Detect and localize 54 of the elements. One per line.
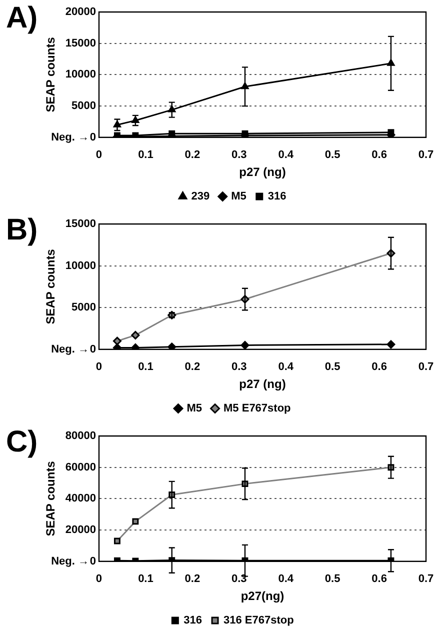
y-tick-label: 20000: [65, 6, 96, 18]
x-axis-title: p27(ng): [240, 589, 284, 604]
y-tick-label: 80000: [65, 430, 96, 442]
x-axis-title: p27 (ng): [239, 165, 286, 180]
legend-label: 316 E767stop: [224, 614, 294, 627]
x-tick-label: 0.4: [278, 149, 294, 162]
legend-label: M5 E767stop: [224, 402, 292, 415]
y-tick-label: 15000: [65, 37, 96, 50]
y-tick-label: 5000: [72, 302, 96, 314]
x-tick-label: 0.3: [231, 361, 247, 374]
y-tick-label: 10000: [65, 260, 96, 272]
x-tick-label: 0.2: [184, 149, 200, 162]
chart-title: A): [6, 1, 38, 34]
legend-label: M5: [186, 402, 202, 415]
chart-title: C): [6, 425, 38, 458]
legend-label: 316: [268, 190, 286, 203]
y-tick-label: 60000: [65, 461, 96, 474]
x-tick-label: 0.4: [278, 361, 294, 374]
x-tick-label: 0.3: [231, 573, 247, 586]
x-tick-label: 0.1: [138, 573, 154, 586]
y-axis-title: SEAP counts: [44, 248, 58, 324]
x-tick-label: 0.6: [372, 149, 387, 162]
x-tick-label: 0.3: [231, 149, 247, 162]
y-tick-label: 40000: [65, 492, 96, 505]
x-tick-label: 0.2: [184, 573, 200, 586]
y-tick-label: 5000: [72, 100, 96, 112]
y-tick-label: 10000: [65, 68, 96, 81]
x-tick-label: 0.4: [278, 573, 294, 586]
y-tick-label: 20000: [65, 524, 96, 536]
chart-title: B): [6, 213, 38, 246]
legend-label: 316: [184, 614, 202, 627]
x-axis-title: p27 (ng): [239, 377, 286, 392]
y-tick-label: 0: [90, 555, 96, 568]
legend-label: 239: [191, 190, 210, 203]
y-tick-label: 15000: [65, 218, 96, 230]
y-axis-title: SEAP counts: [44, 36, 58, 112]
x-tick-label: 0.7: [418, 573, 434, 586]
x-tick-label: 0.1: [138, 361, 154, 374]
x-tick-label: 0.1: [138, 149, 154, 162]
x-tick-label: 0.7: [418, 149, 434, 162]
x-tick-label: 0.5: [324, 573, 340, 586]
x-tick-label: 0.5: [324, 361, 340, 374]
legend-label: M5: [231, 190, 246, 203]
text: Neg. →: [51, 555, 89, 568]
text: Neg. →: [51, 343, 89, 356]
text: Neg. →: [51, 131, 89, 144]
x-tick-label: 0.7: [418, 361, 434, 374]
x-tick-label: 0.5: [324, 149, 340, 162]
y-axis-title: SEAP counts: [44, 460, 58, 536]
x-tick-label: 0.6: [372, 573, 387, 586]
y-tick-label: 0: [90, 343, 96, 356]
y-tick-label: 0: [90, 131, 96, 144]
x-tick-label: 0.2: [184, 361, 200, 374]
x-tick-label: 0.6: [372, 361, 387, 374]
